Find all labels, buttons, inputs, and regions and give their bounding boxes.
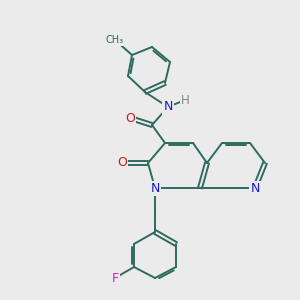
Text: N: N [250,182,260,194]
Text: F: F [111,272,118,284]
Text: CH₃: CH₃ [106,35,124,45]
Text: O: O [117,157,127,169]
Text: O: O [125,112,135,124]
Text: N: N [163,100,173,113]
Text: N: N [150,182,160,194]
Text: H: H [181,94,189,106]
